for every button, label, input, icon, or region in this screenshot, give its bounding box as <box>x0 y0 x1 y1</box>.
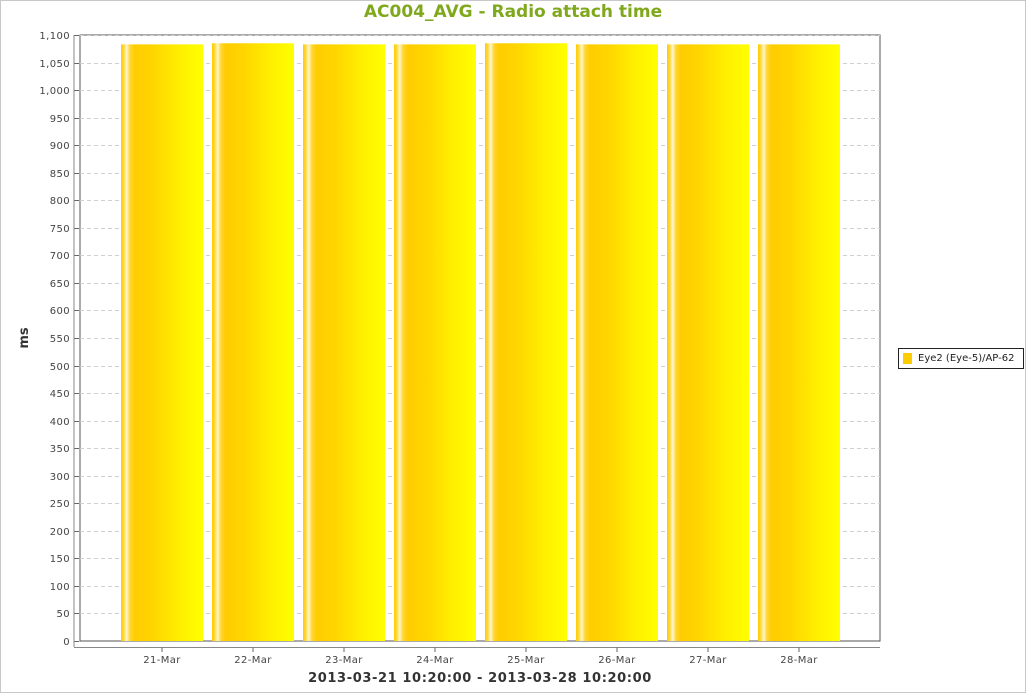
y-tick-label: 1,000 <box>39 86 70 97</box>
y-axis-title: ms <box>17 327 32 349</box>
y-tick-label: 100 <box>50 582 70 593</box>
bar-23-mar <box>303 44 385 641</box>
y-tick-label: 900 <box>50 141 70 152</box>
y-tick-label: 450 <box>50 389 70 400</box>
bar-22-mar <box>212 43 294 642</box>
bars <box>121 43 840 642</box>
x-tick-label: 25-Mar <box>507 655 545 666</box>
y-tick-label: 600 <box>50 306 70 317</box>
x-tick-label: 21-Mar <box>143 655 181 666</box>
axes: 0 50 100 150 200 250 300 350 400 450 500 550 600 650 7… <box>39 31 880 666</box>
bar-25-mar <box>485 43 567 642</box>
y-tick-label: 650 <box>50 279 70 290</box>
chart-title: AC004_AVG - Radio attach time <box>363 2 663 22</box>
y-tick-label: 250 <box>50 499 70 510</box>
y-tick-label: 150 <box>50 554 70 565</box>
bar-28-mar <box>758 44 840 641</box>
x-tick-label: 27-Mar <box>689 655 727 666</box>
y-tick-label: 950 <box>50 114 70 125</box>
legend-label: Eye2 (Eye-5)/AP-62 <box>918 353 1015 364</box>
legend: Eye2 (Eye-5)/AP-62 <box>898 348 1024 369</box>
y-tick-label: 800 <box>50 196 70 207</box>
y-tick-label: 750 <box>50 224 70 235</box>
bar-24-mar <box>394 44 476 641</box>
y-tick-label: 300 <box>50 472 70 483</box>
x-tick-label: 24-Mar <box>416 655 454 666</box>
bar-26-mar <box>576 44 658 641</box>
y-tick-label: 0 <box>63 637 70 648</box>
y-tick-label: 50 <box>56 609 70 620</box>
y-tick-label: 1,050 <box>39 59 70 70</box>
y-tick-label: 500 <box>50 362 70 373</box>
y-tick-label: 350 <box>50 444 70 455</box>
y-tick-label: 200 <box>50 527 70 538</box>
bar-27-mar <box>667 44 749 641</box>
x-tick-label: 28-Mar <box>780 655 818 666</box>
y-tick-label: 700 <box>50 251 70 262</box>
x-tick-label: 26-Mar <box>598 655 636 666</box>
y-tick-label: 1,100 <box>39 31 70 42</box>
legend-swatch <box>903 353 912 364</box>
y-tick-label: 400 <box>50 417 70 428</box>
bar-21-mar <box>121 44 203 641</box>
x-axis-title: 2013-03-21 10:20:00 - 2013-03-28 10:20:0… <box>308 671 652 686</box>
x-tick-label: 22-Mar <box>234 655 272 666</box>
x-tick-label: 23-Mar <box>325 655 363 666</box>
y-tick-label: 850 <box>50 169 70 180</box>
y-tick-label: 550 <box>50 334 70 345</box>
